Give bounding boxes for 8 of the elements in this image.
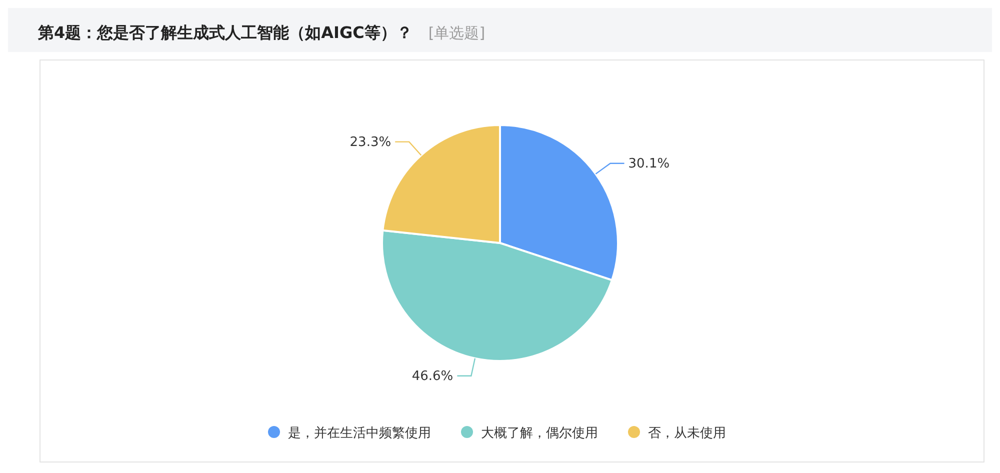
data-label: 30.1% (628, 156, 670, 172)
chart-subtitle: [单选题] (428, 24, 486, 42)
data-label: 46.6% (412, 368, 454, 384)
legend-label: 是，并在生活中频繁使用 (288, 426, 431, 441)
chart-title: 第4题：您是否了解生成式人工智能（如AIGC等）？ (38, 23, 412, 42)
legend-label: 大概了解，偶尔使用 (481, 426, 598, 441)
data-label: 23.3% (350, 134, 392, 150)
legend-label: 否，从未使用 (648, 426, 726, 441)
